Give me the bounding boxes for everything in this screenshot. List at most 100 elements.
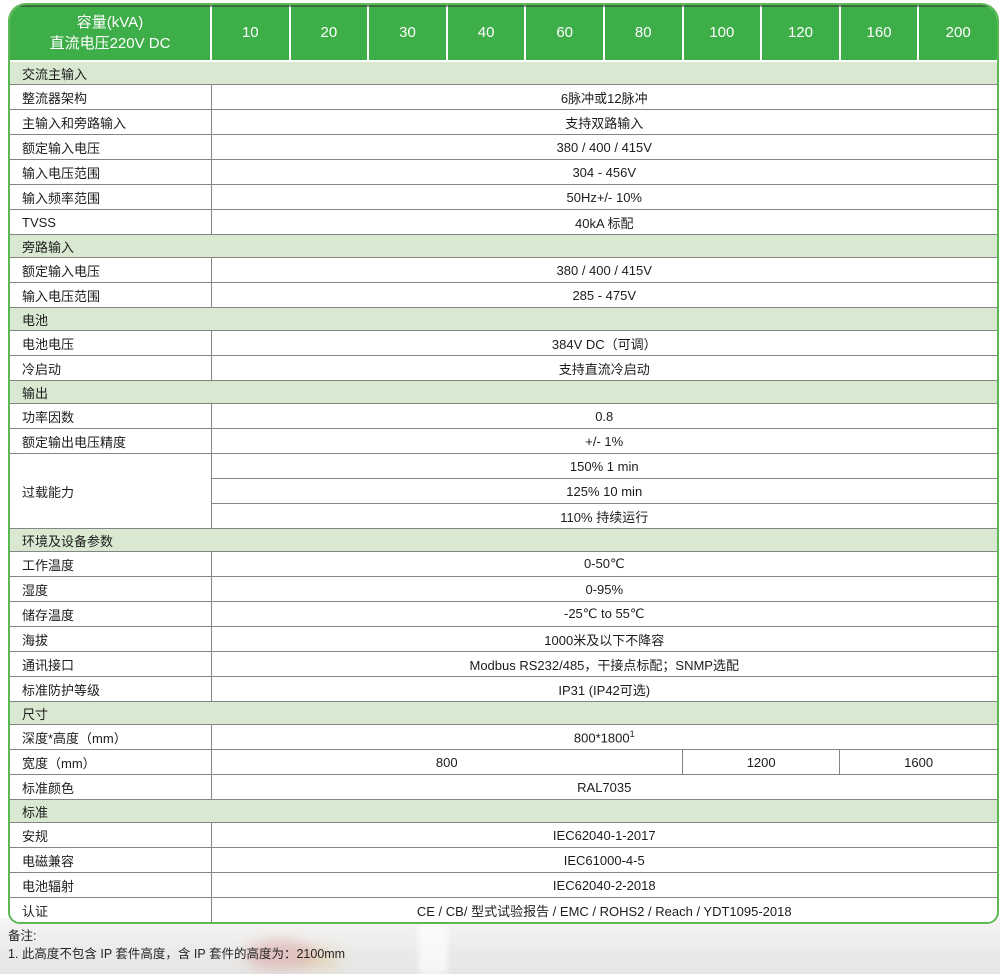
spec-row: 湿度 0-95% [10,576,997,602]
row-label: 通讯接口 [10,651,211,677]
row-label: 输入电压范围 [10,159,211,185]
capacity-title-line1: 容量(kVA) [76,13,144,31]
capacity-cell: 10 [210,5,290,62]
row-value: -25℃ to 55℃ [210,601,997,627]
photo-blur-amber [300,948,340,970]
capacity-cell: 100 [681,5,762,62]
section-title: 尺寸 [10,701,997,725]
spec-row: 安规 IEC62040-1-2017 [10,822,997,848]
row-value: IEC61000-4-5 [210,847,997,873]
spec-row: 125% 10 min [10,478,997,504]
row-value: 0-50℃ [210,551,997,577]
row-label: 深度*高度（mm） [10,724,211,750]
spec-row: 通讯接口 Modbus RS232/485，干接点标配；SNMP选配 [10,651,997,677]
row-value: 125% 10 min [210,478,997,504]
spec-row: 储存温度 -25℃ to 55℃ [10,601,997,627]
photo-blur-white [418,918,448,974]
row-value-width-1600: 1600 [839,749,997,775]
capacity-header-title: 容量(kVA) 直流电压220V DC [10,5,211,62]
row-label: TVSS [10,209,211,235]
spec-row: 额定输入电压 380 / 400 / 415V [10,134,997,160]
capacity-title-line2: 直流电压220V DC [49,34,171,52]
row-label: 标准防护等级 [10,676,211,702]
row-value: 支持直流冷启动 [210,355,997,381]
row-value: 50Hz+/- 10% [210,184,997,210]
row-value: IEC62040-1-2017 [210,822,997,848]
spec-row: 标准颜色 RAL7035 [10,774,997,800]
row-label: 功率因数 [10,403,211,429]
spec-row: 额定输入电压 380 / 400 / 415V [10,257,997,283]
row-label: 认证 [10,897,211,922]
row-label: 标准颜色 [10,774,211,800]
row-value: 384V DC（可调） [210,330,997,356]
row-label: 冷启动 [10,355,211,381]
row-value: 6脉冲或12脉冲 [210,84,997,110]
row-label: 宽度（mm） [10,749,211,775]
capacity-cell: 120 [760,5,840,62]
section-title: 旁路输入 [10,234,997,258]
spec-row: 工作温度 0-50℃ [10,551,997,577]
spec-row: 海拔 1000米及以下不降容 [10,626,997,652]
capacity-cell: 160 [838,5,919,62]
section-title: 输出 [10,380,997,404]
capacity-cell: 30 [367,5,447,62]
row-label: 海拔 [10,626,211,652]
spec-row: 输入电压范围 285 - 475V [10,282,997,308]
row-value: RAL7035 [210,774,997,800]
row-value: CE / CB/ 型式试验报告 / EMC / ROHS2 / Reach / … [210,897,997,922]
row-label: 电磁兼容 [10,847,211,873]
spec-row: 冷启动 支持直流冷启动 [10,355,997,381]
section-title: 电池 [10,307,997,331]
row-value: IP31 (IP42可选) [210,676,997,702]
row-value: 0-95% [210,576,997,602]
row-label-overload: 过载能力 [10,453,211,529]
section-row-environment: 环境及设备参数 [10,528,997,552]
capacity-cell: 60 [524,5,604,62]
capacity-header-row: 容量(kVA) 直流电压220V DC 10 20 30 40 60 80 10… [10,5,997,62]
row-value: +/- 1% [210,428,997,454]
spec-row: 标准防护等级 IP31 (IP42可选) [10,676,997,702]
row-label: 额定输入电压 [10,134,211,160]
row-label: 湿度 [10,576,211,602]
spec-row: TVSS 40kA 标配 [10,209,997,235]
background-photo-strip [0,918,1000,974]
spec-row: 电池辐射 IEC62040-2-2018 [10,872,997,898]
row-label: 额定输出电压精度 [10,428,211,454]
spec-table-grid: 容量(kVA) 直流电压220V DC 10 20 30 40 60 80 10… [10,5,997,922]
row-value: 40kA 标配 [210,209,997,235]
notes-title: 备注: [8,929,37,943]
row-label: 输入电压范围 [10,282,211,308]
row-label: 电池电压 [10,330,211,356]
spec-row: 输入电压范围 304 - 456V [10,159,997,185]
row-label: 额定输入电压 [10,257,211,283]
spec-row: 输入频率范围 50Hz+/- 10% [10,184,997,210]
row-label: 安规 [10,822,211,848]
section-row-dimensions: 尺寸 [10,701,997,725]
row-label: 整流器架构 [10,84,211,110]
row-label: 储存温度 [10,601,211,627]
row-value-width-800: 800 [210,749,683,775]
capacity-cell: 80 [602,5,683,62]
section-row-bypass-input: 旁路输入 [10,234,997,258]
spec-row: 宽度（mm） 800 1200 1600 [10,749,997,775]
row-label: 工作温度 [10,551,211,577]
capacity-cell: 20 [288,5,369,62]
capacity-cell: 40 [445,5,526,62]
row-value: 380 / 400 / 415V [210,257,997,283]
section-row-battery: 电池 [10,307,997,331]
row-value: Modbus RS232/485，干接点标配；SNMP选配 [210,651,997,677]
row-value: 1000米及以下不降容 [210,626,997,652]
spec-row: 110% 持续运行 [10,503,997,529]
ups-spec-table: 容量(kVA) 直流电压220V DC 10 20 30 40 60 80 10… [8,3,999,924]
spec-row: 过载能力 150% 1 min [10,453,997,529]
row-value: 285 - 475V [210,282,997,308]
section-row-standards: 标准 [10,799,997,823]
row-value: IEC62040-2-2018 [210,872,997,898]
spec-row: 电池电压 384V DC（可调） [10,330,997,356]
notes-block: 备注: 1. 此高度不包含 IP 套件高度，含 IP 套件的高度为：2100mm [8,927,345,963]
row-value: 304 - 456V [210,159,997,185]
row-value-width-1200: 1200 [682,749,840,775]
spec-row: 主输入和旁路输入 支持双路输入 [10,109,997,135]
spec-row: 功率因数 0.8 [10,403,997,429]
section-title: 环境及设备参数 [10,528,997,552]
